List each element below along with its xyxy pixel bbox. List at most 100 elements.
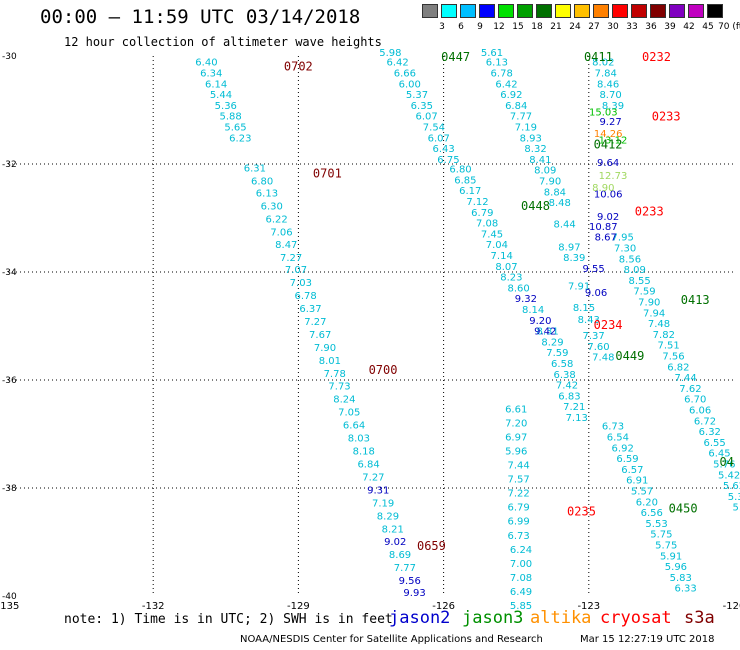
colorbar-label: 18 <box>531 22 543 32</box>
lat-tick-label: -40 <box>2 592 17 602</box>
wave-height-value: 6.30 <box>261 201 283 212</box>
wave-height-value: 6.92 <box>612 443 634 454</box>
pass-time-label: 0235 <box>567 505 596 519</box>
wave-height-value: 6.80 <box>449 165 471 176</box>
wave-height-value: 8.01 <box>319 356 341 367</box>
wave-height-value: 6.79 <box>471 208 493 219</box>
wave-height-value: 7.08 <box>510 573 532 584</box>
wave-height-value: 6.45 <box>708 449 730 460</box>
colorbar-swatch <box>441 4 457 18</box>
wave-height-value: 6.38 <box>553 370 575 381</box>
pass-time-label: 0448 <box>521 199 550 213</box>
pass-time-label: 0233 <box>652 109 681 123</box>
wave-height-value: 6.42 <box>495 79 517 90</box>
lon-tick-label: -129 <box>287 601 310 612</box>
wave-height-value: 7.91 <box>568 281 590 292</box>
wave-height-value: 7.12 <box>466 197 488 208</box>
wave-height-value: 6.61 <box>505 404 527 415</box>
wave-height-value: 7.90 <box>314 343 336 354</box>
wave-height-value: 9.32 <box>515 294 537 305</box>
wave-height-value: 7.21 <box>563 402 585 413</box>
legend-s3a: s3a <box>684 608 715 628</box>
wave-height-value: 5.98 <box>379 48 401 59</box>
wave-height-value: 6.13 <box>486 58 508 69</box>
wave-height-value: 6.84 <box>357 459 379 470</box>
wave-height-value: 7.30 <box>614 243 636 254</box>
wave-height-value: 8.48 <box>549 198 571 209</box>
wave-height-value: 8.69 <box>389 550 411 561</box>
lat-tick-label: -34 <box>2 268 17 278</box>
wave-height-value: 8.55 <box>628 276 650 287</box>
pass-time-label: 0700 <box>369 363 398 377</box>
wave-height-value: 7.78 <box>324 369 346 380</box>
wave-height-value: 8.09 <box>624 265 646 276</box>
wave-height-value: 7.48 <box>648 319 670 330</box>
wave-height-value: 6.00 <box>399 79 421 90</box>
pass-time-label: 0659 <box>417 539 446 553</box>
wave-height-value: 7.73 <box>328 382 350 393</box>
colorbar-swatch <box>555 4 571 18</box>
colorbar-swatch <box>707 4 723 18</box>
wave-height-value: 15.03 <box>589 107 618 118</box>
wave-height-value: 5.83 <box>670 573 692 584</box>
wave-height-value: 8.07 <box>495 262 517 273</box>
wave-height-value: 7.45 <box>481 229 503 240</box>
wave-height-value: 7.51 <box>658 341 680 352</box>
lon-tick-label: -120 <box>723 601 740 612</box>
pass-time-label: 04 <box>719 455 733 469</box>
lat-tick-label: -32 <box>2 160 17 170</box>
wave-height-value: 9.02 <box>597 212 619 223</box>
wave-height-value: 6.91 <box>626 476 648 487</box>
wave-height-value: 5.75 <box>655 540 677 551</box>
colorbar-swatch <box>650 4 666 18</box>
wave-height-value: 6.56 <box>641 508 663 519</box>
wave-height-value: 8.21 <box>382 524 404 535</box>
colorbar-label: 30 <box>607 22 619 32</box>
page-subtitle: 12 hour collection of altimeter wave hei… <box>64 35 382 49</box>
wave-height-value: 8.39 <box>602 101 624 112</box>
wave-height-value: 7.77 <box>394 563 416 574</box>
wave-height-value: 7.13 <box>566 413 588 424</box>
wave-height-value: 8.24 <box>333 395 355 406</box>
wave-height-value: 8.56 <box>619 254 641 265</box>
wave-height-value: 5.75 <box>650 530 672 541</box>
wave-height-value: 7.27 <box>280 253 302 264</box>
legend-altika: altika <box>530 608 592 628</box>
wave-height-value: 6.31 <box>244 164 266 175</box>
colorbar-swatch <box>593 4 609 18</box>
colorbar-swatch <box>460 4 476 18</box>
wave-height-value: 6.17 <box>459 186 481 197</box>
wave-height-value: 9.06 <box>585 288 607 299</box>
colorbar-swatch <box>574 4 590 18</box>
wave-height-value: 7.27 <box>304 317 326 328</box>
pass-time-label: 0232 <box>642 50 671 64</box>
wave-height-value: 7.20 <box>505 418 527 429</box>
wave-height-value: 7.48 <box>592 353 614 364</box>
wave-height-value: 6.32 <box>699 427 721 438</box>
wave-height-value: 6.14 <box>205 79 227 90</box>
wave-height-value: 6.66 <box>394 69 416 80</box>
wave-height-value: 6.72 <box>694 416 716 427</box>
wave-height-value: 9.27 <box>599 117 621 128</box>
wave-height-value: 6.99 <box>507 517 529 528</box>
colorbar-label: 70 (ft) <box>718 22 740 32</box>
lat-tick-label: -38 <box>2 484 17 494</box>
colorbar-label: 45 <box>702 22 714 32</box>
wave-height-value: 12.73 <box>599 171 628 182</box>
wave-height-value: 6.82 <box>667 362 689 373</box>
colorbar-swatch <box>669 4 685 18</box>
wave-height-value: 5.44 <box>210 90 232 101</box>
wave-height-value: 6.85 <box>454 175 476 186</box>
colorbar-label: 6 <box>458 22 464 32</box>
wave-height-value: 6.35 <box>411 101 433 112</box>
pass-time-label: 0413 <box>681 293 710 307</box>
wave-height-value: 7.77 <box>510 112 532 123</box>
lon-tick-label: -126 <box>432 601 455 612</box>
pass-time-label: 0701 <box>313 167 342 181</box>
wave-height-value: 6.34 <box>200 69 222 80</box>
pass-time-label: 0411 <box>584 50 613 64</box>
pass-time-label: 0412 <box>594 137 623 151</box>
wave-height-value: 8.18 <box>353 447 375 458</box>
wave-height-value: 7.62 <box>679 384 701 395</box>
wave-height-value: 9.93 <box>403 588 425 599</box>
